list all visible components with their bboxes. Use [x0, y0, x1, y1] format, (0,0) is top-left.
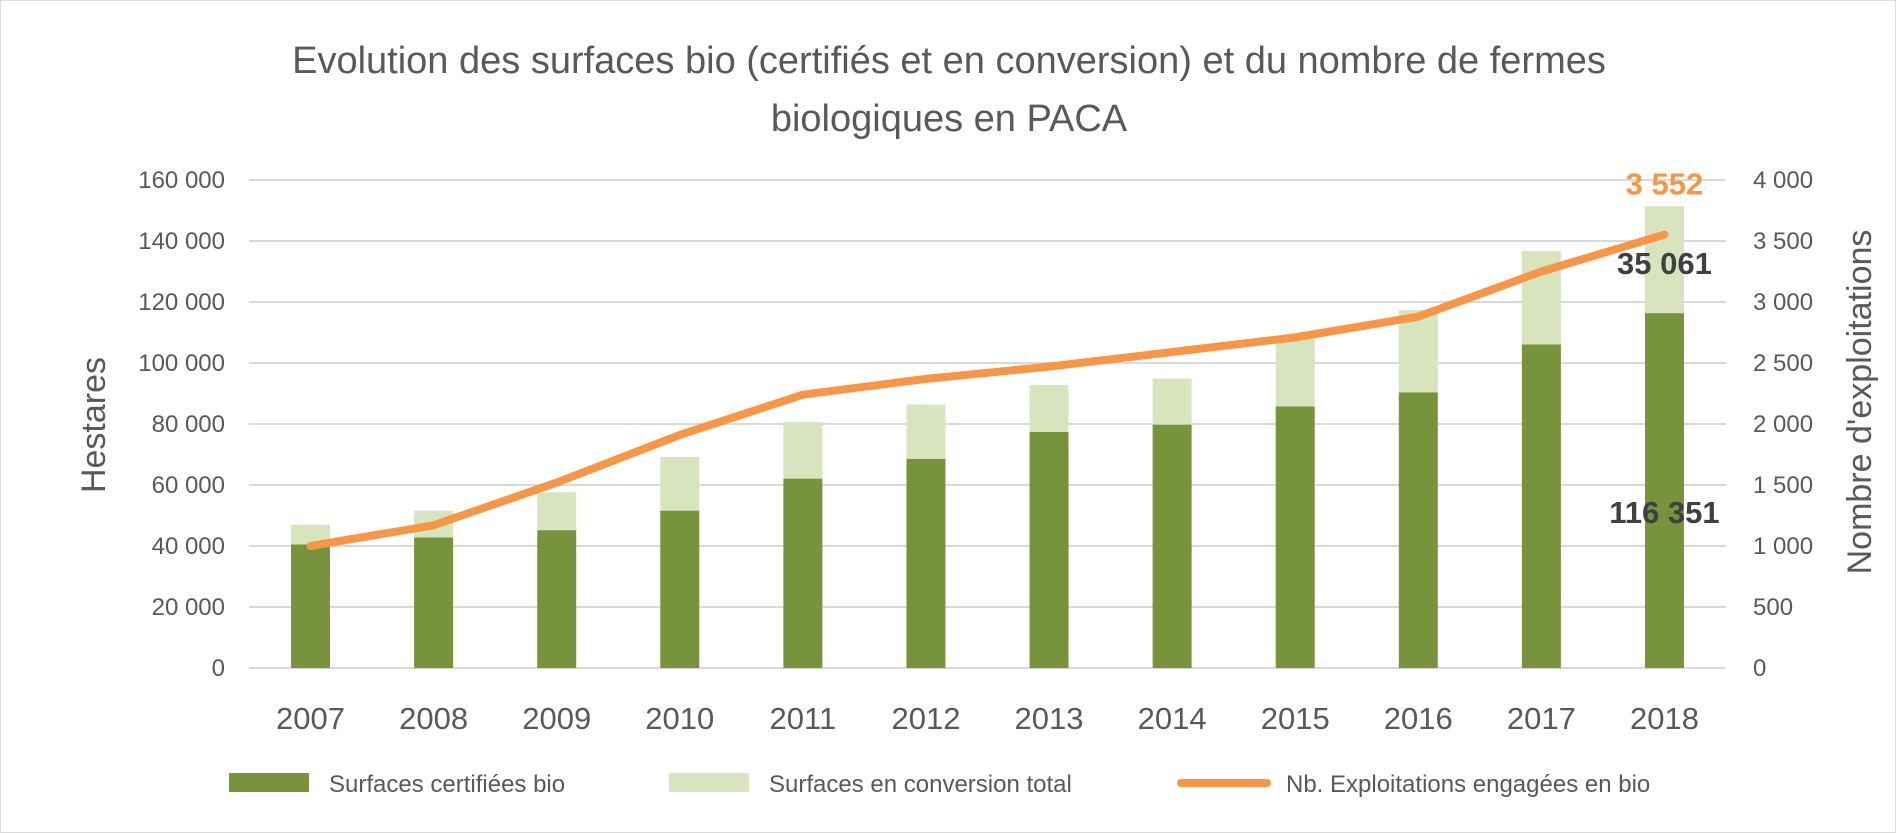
left-tick-label: 40 000	[152, 533, 225, 560]
chart-title-line: biologiques en PACA	[771, 98, 1128, 140]
left-axis-ticks: 0 20 000 40 000 60 000 80 000 100 000 120 000 1…	[138, 167, 225, 682]
right-tick-label: 3 500	[1753, 228, 1813, 255]
bar-conversion	[1275, 335, 1315, 407]
right-axis-title: Nombre d'exploitations	[1841, 230, 1879, 575]
x-axis-ticks: 2007 2008 2009 2010 2011 2012 2013 2014 2015 2016…	[276, 701, 1699, 736]
bar-certified	[1521, 344, 1561, 668]
x-tick-label: 2018	[1630, 701, 1699, 736]
bar-certified	[291, 544, 331, 668]
grid-lines	[249, 179, 1726, 669]
bar-certified	[1275, 406, 1315, 668]
bar-certified	[660, 510, 700, 668]
right-tick-label: 0	[1753, 655, 1766, 682]
legend-label: Nb. Exploitations engagées en bio	[1286, 771, 1650, 798]
x-tick-label: 2013	[1015, 701, 1084, 736]
bar-certified	[1398, 392, 1438, 668]
x-tick-label: 2017	[1507, 701, 1576, 736]
right-tick-label: 2 500	[1753, 350, 1813, 377]
legend-item: Nb. Exploitations engagées en bio	[1177, 771, 1650, 798]
legend-item: Surfaces certifiées bio	[229, 771, 565, 798]
left-tick-label: 60 000	[152, 472, 225, 499]
bar-certified	[906, 458, 946, 668]
bar-conversion	[1029, 384, 1069, 432]
left-tick-label: 0	[212, 655, 225, 682]
x-tick-label: 2008	[399, 701, 468, 736]
right-tick-label: 4 000	[1753, 167, 1813, 194]
right-tick-label: 2 000	[1753, 411, 1813, 438]
line-series	[306, 230, 1669, 550]
legend: Surfaces certifiées bio Surfaces en conve…	[229, 771, 1650, 798]
line-exploitations	[306, 230, 1669, 550]
left-tick-label: 20 000	[152, 594, 225, 621]
left-tick-label: 100 000	[138, 350, 225, 377]
chart-title-line: Evolution des surfaces bio (certifiés et…	[292, 40, 1606, 82]
bar-certified	[414, 537, 454, 668]
bar-certified	[783, 478, 823, 668]
data-labels: 3 552 35 061 116 351	[1609, 167, 1719, 530]
bar-conversion	[1152, 378, 1192, 425]
right-tick-label: 1 500	[1753, 472, 1813, 499]
legend-swatch	[229, 773, 309, 792]
left-tick-label: 160 000	[138, 167, 225, 194]
bar-conversion	[906, 404, 946, 459]
bars	[291, 206, 1684, 668]
x-tick-label: 2009	[522, 701, 591, 736]
x-tick-label: 2016	[1384, 701, 1453, 736]
right-tick-label: 1 000	[1753, 533, 1813, 560]
data-label: 35 061	[1617, 246, 1712, 281]
x-tick-label: 2011	[770, 701, 837, 736]
bar-certified	[1029, 431, 1069, 668]
bar-conversion	[660, 456, 700, 511]
legend-label: Surfaces certifiées bio	[329, 771, 565, 798]
x-tick-label: 2014	[1138, 701, 1207, 736]
bar-conversion	[291, 524, 331, 545]
left-tick-label: 140 000	[138, 228, 225, 255]
x-tick-label: 2015	[1261, 701, 1330, 736]
data-label: 116 351	[1609, 495, 1719, 530]
legend-swatch	[669, 773, 749, 792]
bar-conversion	[783, 421, 823, 479]
bar-certified	[1152, 424, 1192, 668]
data-label: 3 552	[1626, 167, 1704, 202]
right-tick-label: 500	[1753, 594, 1793, 621]
x-tick-label: 2010	[645, 701, 714, 736]
left-axis-title: Hestares	[75, 357, 113, 493]
legend-label: Surfaces en conversion total	[769, 771, 1072, 798]
legend-item: Surfaces en conversion total	[669, 771, 1072, 798]
bar-certified	[1644, 313, 1684, 668]
bar-certified	[537, 530, 577, 668]
chart-title: Evolution des surfaces bio (certifiés et…	[292, 40, 1606, 140]
x-tick-label: 2012	[891, 701, 960, 736]
right-axis-ticks: 0 500 1 000 1 500 2 000 2 500 3 000 3 500 4 000	[1753, 167, 1813, 682]
bar-conversion	[537, 492, 577, 531]
left-tick-label: 80 000	[152, 411, 225, 438]
x-tick-label: 2007	[276, 701, 345, 736]
right-tick-label: 3 000	[1753, 289, 1813, 316]
left-tick-label: 120 000	[138, 289, 225, 316]
bar-conversion	[1644, 206, 1684, 314]
bar-conversion	[1398, 309, 1438, 393]
